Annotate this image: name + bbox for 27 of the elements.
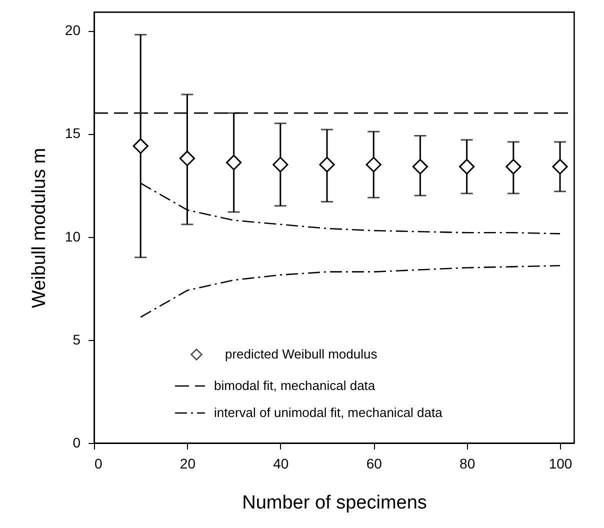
point (366, 156, 382, 172)
legend-label: predicted Weibull modulus (225, 346, 378, 362)
x-tick-label: 0 (94, 456, 102, 472)
y-tick-label: 10 (64, 228, 81, 244)
y-axis-title: Weibull modulus m (28, 148, 50, 308)
x-tick-label: 100 (548, 456, 572, 472)
x-tick-label: 40 (273, 456, 289, 472)
y-tick-label: 20 (64, 22, 81, 38)
x-axis-title: Number of specimens (242, 492, 427, 514)
point (132, 138, 148, 154)
y-tick-label: 15 (64, 125, 81, 142)
line-series (140, 265, 561, 318)
x-tick-label: 20 (180, 456, 196, 472)
point (412, 158, 428, 174)
y-tick-label: 5 (72, 331, 81, 348)
x-tick-label: 60 (366, 456, 382, 472)
point (179, 150, 196, 166)
point (226, 154, 242, 170)
legend-label: interval of unimodal fit, mechanical data (214, 405, 444, 420)
y-tick-label: 0 (72, 434, 81, 450)
point (458, 158, 475, 174)
point (552, 158, 568, 174)
point (272, 156, 288, 172)
legend-label: bimodal fit, mechanical data (214, 378, 376, 393)
x-tick-label: 80 (460, 456, 476, 472)
point (319, 156, 335, 172)
point (506, 158, 522, 174)
